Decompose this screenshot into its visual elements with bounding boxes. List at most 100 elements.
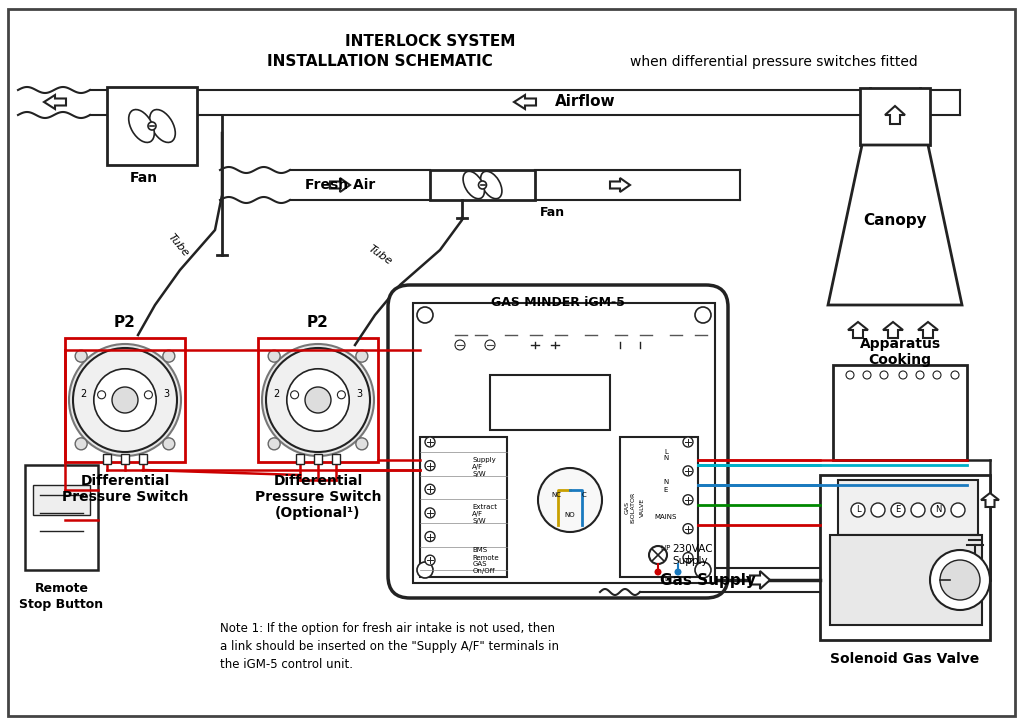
Bar — [106, 87, 197, 165]
Circle shape — [417, 562, 433, 578]
Text: GAS
ISOLATOR: GAS ISOLATOR — [625, 492, 636, 523]
Ellipse shape — [129, 109, 155, 143]
Bar — [490, 375, 610, 430]
Text: Pressure Switch: Pressure Switch — [61, 490, 188, 504]
Circle shape — [425, 531, 435, 542]
Text: Fresh Air: Fresh Air — [305, 178, 375, 192]
Polygon shape — [885, 106, 905, 124]
Text: N: N — [935, 505, 941, 515]
Circle shape — [654, 568, 662, 576]
Circle shape — [951, 503, 965, 517]
Circle shape — [69, 344, 181, 456]
Circle shape — [112, 387, 138, 413]
Text: Differential: Differential — [273, 474, 362, 488]
Text: Solenoid Gas Valve: Solenoid Gas Valve — [830, 652, 980, 666]
Bar — [860, 88, 930, 145]
Text: P2: P2 — [307, 315, 329, 330]
Circle shape — [951, 371, 959, 379]
Bar — [620, 437, 698, 577]
Circle shape — [94, 369, 157, 432]
Text: GAS MINDER iGM-5: GAS MINDER iGM-5 — [492, 297, 625, 309]
Text: Apparatus: Apparatus — [859, 337, 941, 351]
Text: Stop Button: Stop Button — [19, 598, 103, 611]
Bar — [296, 454, 304, 464]
Text: L: L — [856, 505, 860, 515]
Text: Tube: Tube — [367, 243, 394, 266]
Text: NO: NO — [564, 512, 575, 518]
Circle shape — [683, 437, 693, 447]
Circle shape — [880, 371, 888, 379]
Circle shape — [75, 438, 87, 450]
Circle shape — [97, 391, 105, 399]
Circle shape — [683, 466, 693, 476]
Circle shape — [485, 340, 495, 350]
Circle shape — [75, 350, 87, 362]
Text: Remote: Remote — [35, 582, 88, 595]
Bar — [314, 454, 322, 464]
Circle shape — [287, 369, 349, 432]
Polygon shape — [750, 571, 770, 589]
Text: Extract
A/F
S/W: Extract A/F S/W — [472, 504, 498, 524]
FancyBboxPatch shape — [388, 285, 728, 598]
Bar — [65, 338, 185, 462]
Bar — [103, 454, 111, 464]
Circle shape — [262, 344, 374, 456]
Text: Supply
A/F
S/W: Supply A/F S/W — [472, 457, 496, 477]
Circle shape — [695, 562, 711, 578]
Circle shape — [455, 340, 465, 350]
Bar — [833, 365, 967, 460]
Circle shape — [931, 503, 945, 517]
Circle shape — [911, 503, 925, 517]
Text: Differential: Differential — [80, 474, 170, 488]
Polygon shape — [44, 95, 66, 109]
Text: Airflow: Airflow — [555, 95, 615, 109]
Text: N
E: N E — [664, 479, 669, 492]
Circle shape — [940, 560, 980, 600]
Circle shape — [478, 181, 486, 189]
Text: (Optional¹): (Optional¹) — [275, 506, 360, 520]
Circle shape — [337, 391, 345, 399]
Text: Canopy: Canopy — [863, 213, 927, 227]
Circle shape — [891, 503, 905, 517]
Text: BMS
Remote
GAS
On/Off: BMS Remote GAS On/Off — [472, 547, 499, 575]
Polygon shape — [883, 322, 903, 338]
Bar — [121, 454, 129, 464]
Text: Tube: Tube — [166, 232, 190, 258]
Circle shape — [851, 503, 865, 517]
Polygon shape — [330, 178, 350, 192]
Circle shape — [930, 550, 990, 610]
Circle shape — [291, 391, 299, 399]
Circle shape — [425, 460, 435, 471]
Circle shape — [163, 350, 175, 362]
Circle shape — [425, 484, 435, 494]
Text: 2: 2 — [80, 389, 86, 399]
Circle shape — [163, 438, 175, 450]
Circle shape — [683, 523, 693, 534]
Text: 3: 3 — [356, 389, 362, 399]
Circle shape — [649, 546, 667, 564]
Bar — [838, 480, 978, 535]
Circle shape — [871, 503, 885, 517]
Ellipse shape — [480, 172, 502, 198]
Circle shape — [538, 468, 602, 532]
Circle shape — [425, 508, 435, 518]
Circle shape — [268, 438, 281, 450]
Circle shape — [916, 371, 924, 379]
Circle shape — [683, 552, 693, 563]
Circle shape — [846, 371, 854, 379]
Circle shape — [863, 371, 871, 379]
Bar — [139, 454, 147, 464]
Text: C: C — [582, 492, 587, 498]
Circle shape — [356, 438, 368, 450]
Text: 3: 3 — [164, 389, 170, 399]
Text: 2: 2 — [273, 389, 280, 399]
Polygon shape — [514, 95, 536, 109]
Circle shape — [933, 371, 941, 379]
Text: P2: P2 — [114, 315, 136, 330]
Bar — [830, 535, 982, 625]
Ellipse shape — [463, 172, 484, 198]
Text: Cooking: Cooking — [868, 353, 932, 367]
Circle shape — [425, 555, 435, 565]
Polygon shape — [828, 145, 962, 305]
Text: INTERLOCK SYSTEM: INTERLOCK SYSTEM — [345, 35, 515, 49]
